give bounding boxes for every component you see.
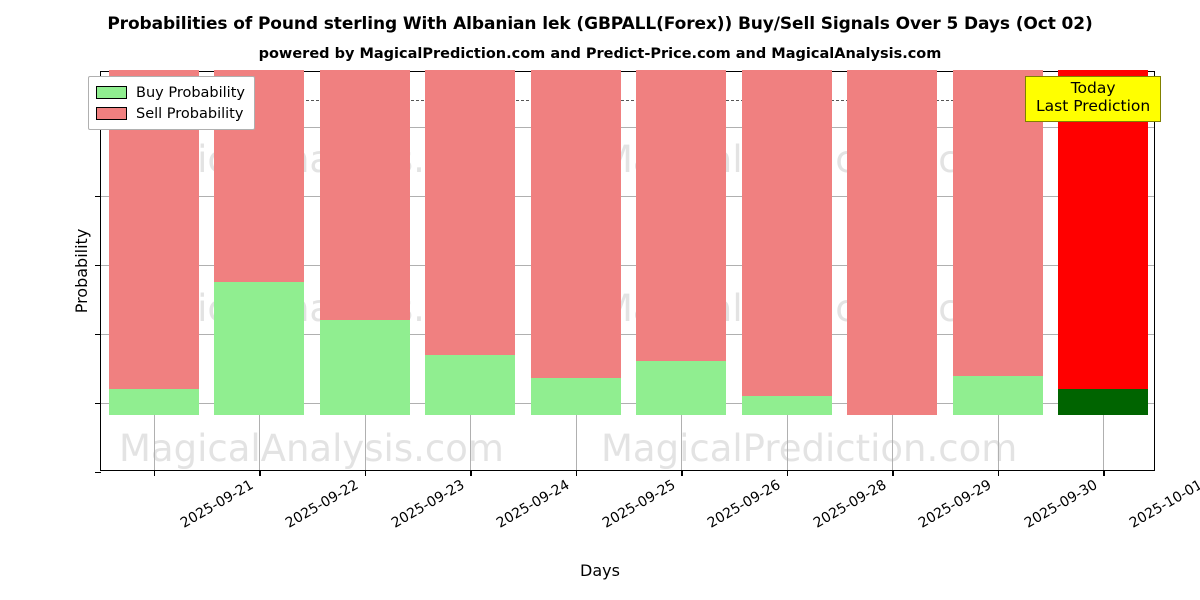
y-axis-label: Probability (71, 228, 91, 314)
x-tick-mark (470, 470, 472, 476)
bar-segment-sell[interactable] (636, 70, 727, 362)
bar-group[interactable] (425, 70, 516, 470)
chart-subtitle: powered by MagicalPrediction.com and Pre… (258, 46, 942, 62)
today-annotation-line2: Last Prediction (1036, 96, 1151, 115)
x-tick-label: 2025-09-26 (705, 477, 784, 532)
bar-group[interactable] (319, 70, 410, 470)
bar-segment-buy[interactable] (108, 388, 199, 415)
bar-group[interactable] (214, 70, 305, 470)
x-tick-mark (997, 470, 1000, 476)
bar-segment-buy[interactable] (636, 361, 727, 415)
bar-group[interactable] (530, 70, 621, 470)
legend-item-buy: Buy Probability (96, 82, 245, 103)
bar-segment-sell[interactable] (425, 70, 516, 355)
x-tick-mark (575, 470, 578, 476)
x-tick-mark (259, 470, 261, 476)
bar-group[interactable] (741, 70, 832, 470)
bar-segment-sell[interactable] (319, 70, 410, 320)
x-tick-mark (892, 470, 894, 476)
gridline-horizontal (101, 127, 1154, 129)
gridline-horizontal (101, 265, 1154, 267)
x-tick-label: 2025-09-24 (494, 477, 573, 532)
bar-segment-sell[interactable] (741, 70, 832, 397)
bar-group[interactable] (108, 70, 199, 470)
legend-item-sell: Sell Probability (96, 103, 245, 124)
x-tick-mark (786, 470, 789, 476)
bar-group[interactable] (847, 70, 938, 470)
bar-segment-buy[interactable] (1058, 388, 1149, 415)
bar-group[interactable] (952, 70, 1043, 470)
x-axis-label: Days (580, 561, 620, 580)
x-tick-label: 2025-09-25 (599, 477, 679, 532)
x-tick-mark (153, 470, 156, 476)
x-tick-mark (364, 470, 367, 476)
today-annotation-line1: Today (1070, 79, 1116, 97)
chart-legend: Buy Probability Sell Probability (88, 76, 255, 130)
reference-line (101, 99, 1154, 101)
x-tick-mark (681, 470, 683, 476)
bar-segment-buy[interactable] (319, 319, 410, 415)
bar-segment-buy[interactable] (214, 282, 305, 415)
bar-group[interactable] (636, 70, 727, 470)
legend-swatch-buy-icon (96, 86, 127, 99)
bar-segment-sell[interactable] (847, 70, 938, 415)
gridline-horizontal (101, 334, 1154, 336)
y-tick-mark (95, 471, 101, 473)
x-tick-label: 2025-09-22 (283, 477, 362, 532)
bar-segment-buy[interactable] (530, 377, 621, 415)
gridline-horizontal (101, 196, 1154, 198)
x-tick-label: 2025-09-28 (810, 477, 890, 532)
x-tick-label: 2025-09-30 (1021, 477, 1101, 532)
bar-segment-buy[interactable] (952, 375, 1043, 415)
y-tick-mark (95, 264, 101, 266)
gridline-horizontal (101, 403, 1154, 405)
bar-segment-buy[interactable] (741, 396, 832, 415)
x-tick-label: 2025-09-23 (388, 477, 468, 532)
bar-group[interactable] (1058, 70, 1149, 470)
x-tick-mark (1103, 470, 1105, 476)
bar-segment-buy[interactable] (425, 354, 516, 415)
legend-swatch-sell-icon (96, 107, 127, 120)
legend-label-sell: Sell Probability (136, 105, 244, 122)
x-tick-label: 2025-09-29 (916, 477, 995, 532)
bar-segment-sell[interactable] (1058, 70, 1149, 389)
x-tick-label: 2025-09-21 (177, 477, 257, 532)
page-title: Probabilities of Pound sterling With Alb… (107, 14, 1093, 34)
bar-segment-sell[interactable] (530, 70, 621, 378)
today-annotation: Today Last Prediction (1025, 76, 1162, 122)
y-tick-mark (95, 402, 101, 404)
legend-label-buy: Buy Probability (136, 84, 245, 101)
y-tick-mark (95, 195, 101, 197)
plot-area: Probability 020406080100MagicalAnalysis.… (72, 70, 1155, 476)
x-tick-label: 2025-10-01 (1127, 477, 1200, 532)
y-tick-mark (95, 333, 101, 335)
